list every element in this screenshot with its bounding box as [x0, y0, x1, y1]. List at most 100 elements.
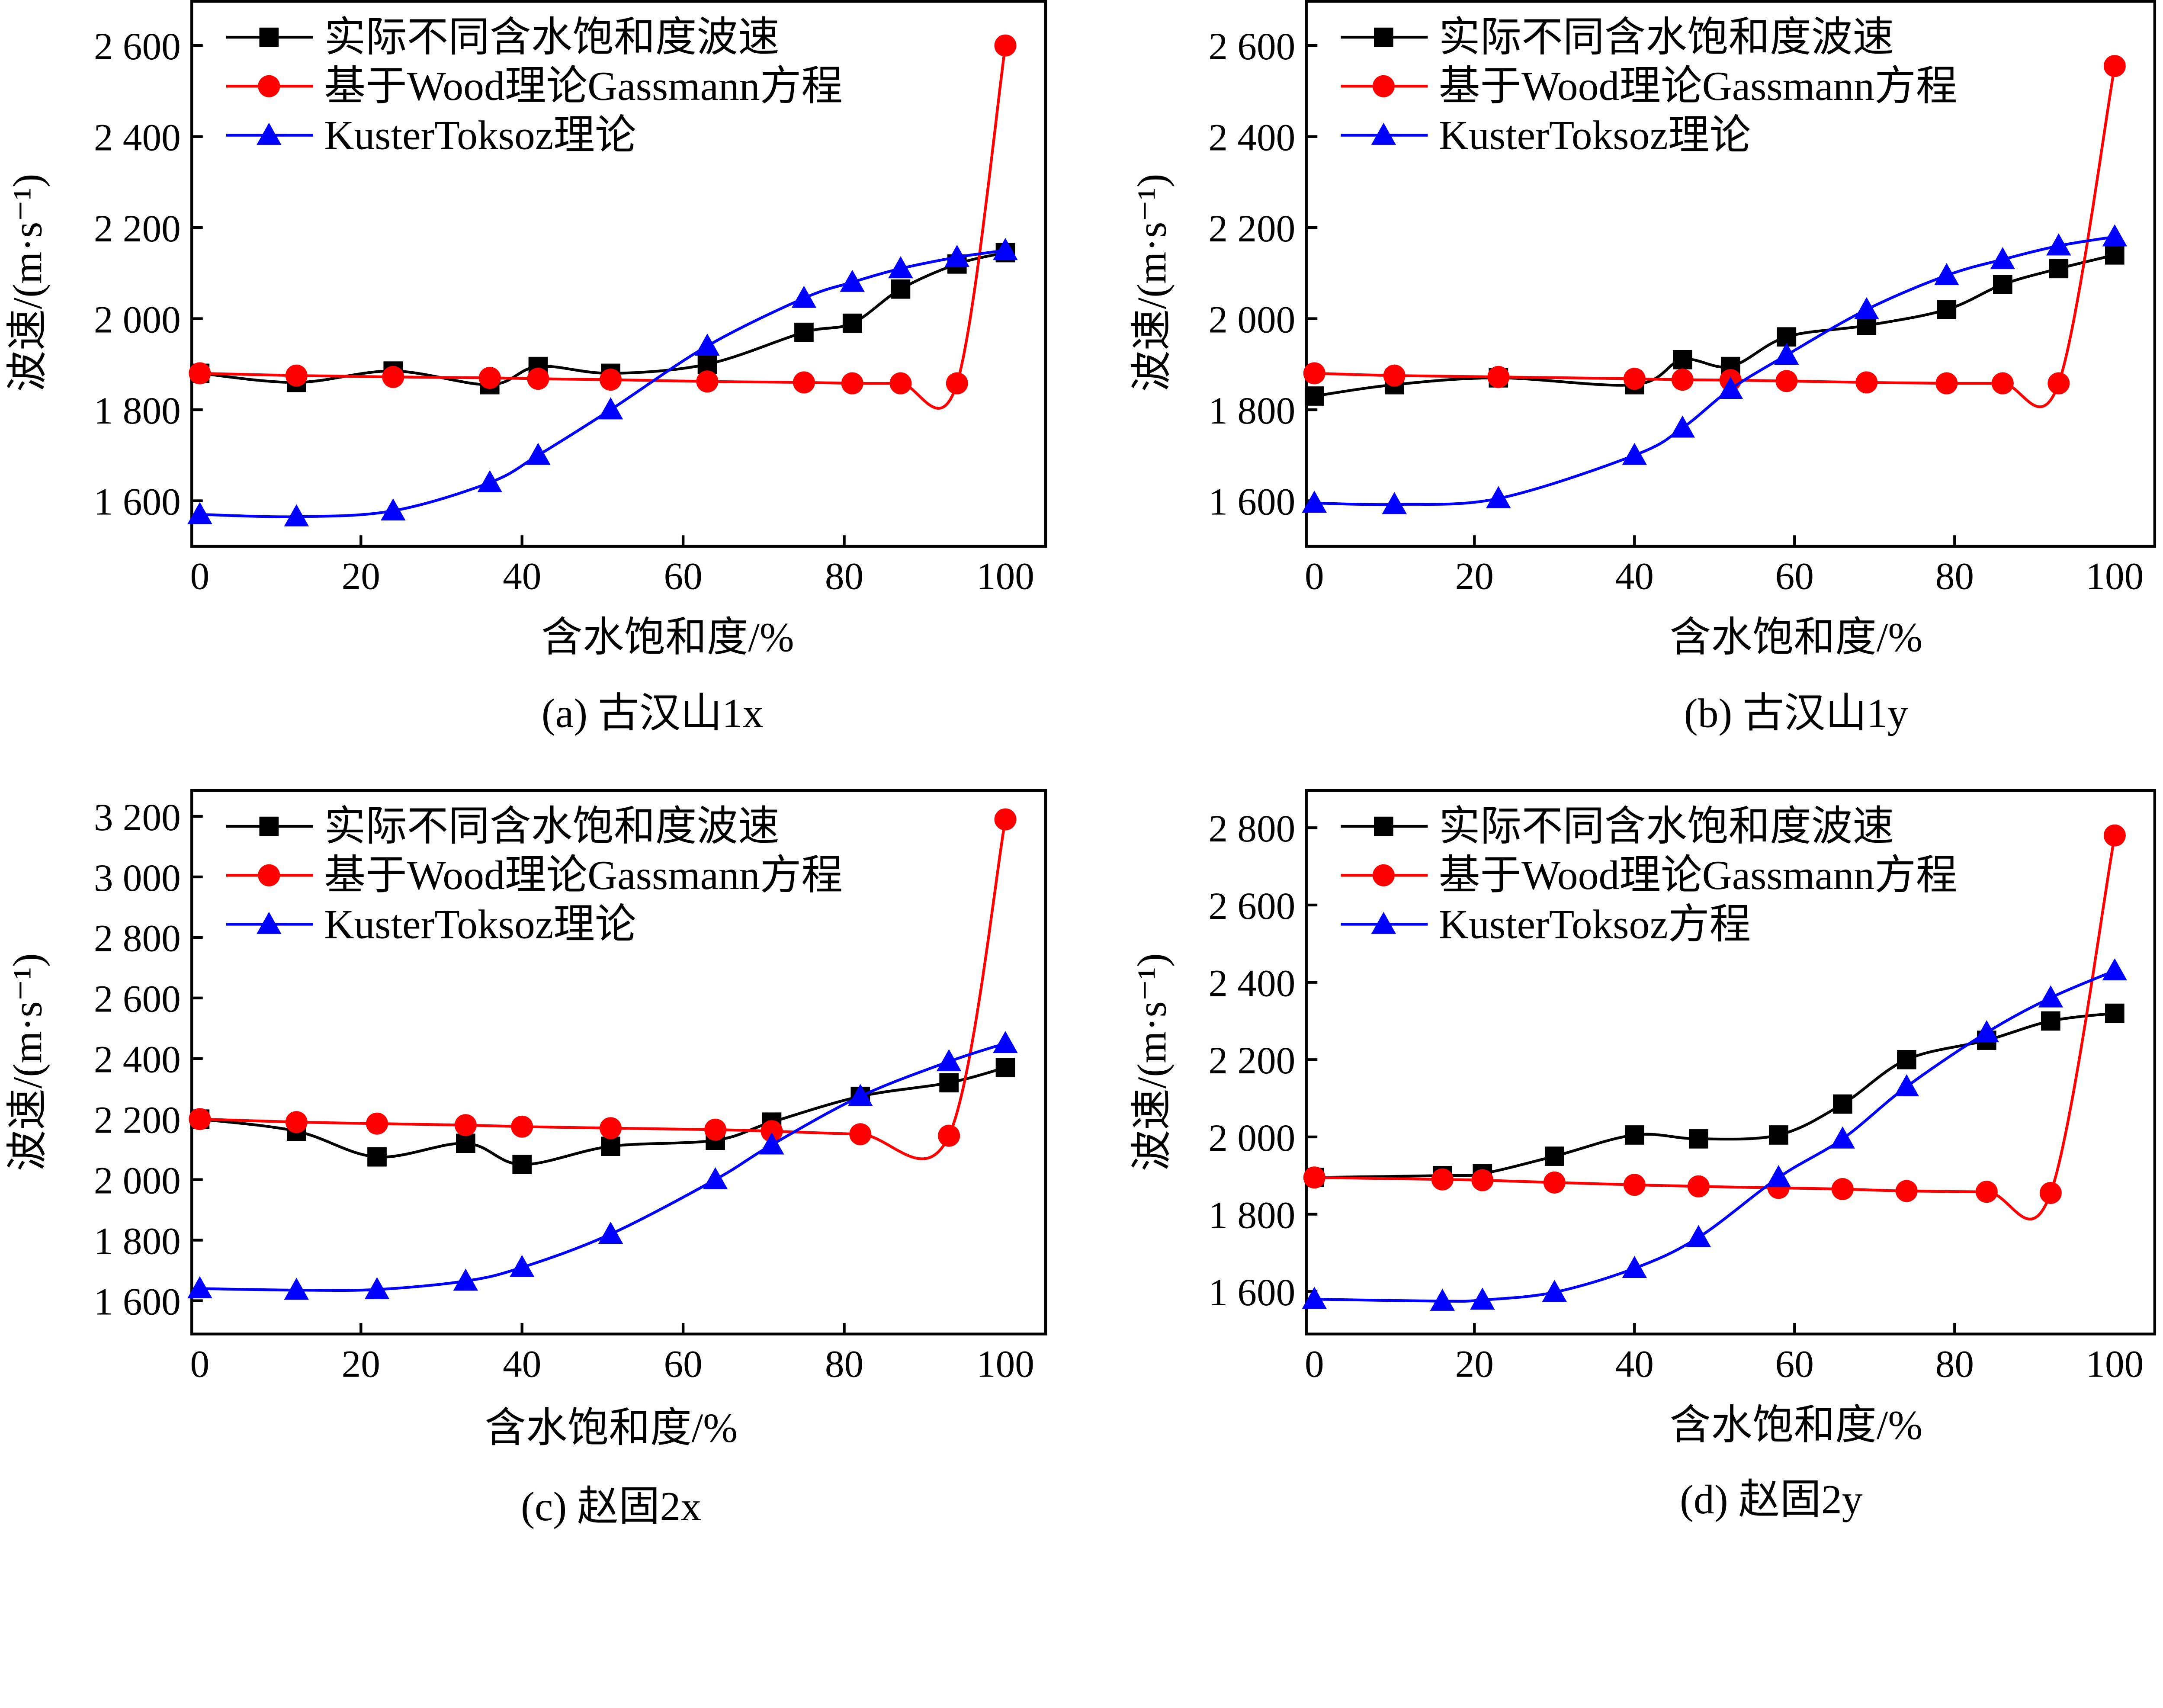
data-point-square	[1768, 1125, 1788, 1145]
data-point-square	[1544, 1146, 1564, 1166]
x-tick-label: 20	[342, 1342, 380, 1385]
data-point-circle	[1671, 369, 1694, 391]
y-tick-label: 2 000	[1208, 298, 1295, 341]
data-point-circle	[761, 1120, 783, 1143]
data-point-circle	[2039, 1181, 2062, 1204]
data-point-triangle	[695, 334, 720, 356]
data-point-circle	[2103, 55, 2126, 77]
legend-label: KusterToksoz理论	[1439, 112, 1751, 158]
y-tick-label: 2 600	[1208, 25, 1295, 68]
legend-label: 实际不同含水饱和度波速	[324, 14, 779, 60]
x-tick-label: 60	[664, 1342, 702, 1385]
data-point-triangle	[1830, 1126, 1855, 1149]
legend-label: KusterToksoz理论	[324, 112, 636, 158]
data-point-circle	[1935, 372, 1958, 395]
data-point-triangle	[1302, 491, 1327, 513]
y-tick-label: 3 200	[94, 796, 181, 839]
legend-label: KusterToksoz理论	[324, 901, 636, 947]
data-point-circle	[527, 367, 549, 390]
data-point-circle	[1991, 372, 2014, 395]
y-tick-label: 1 800	[94, 1220, 181, 1263]
y-tick-label: 2 000	[1208, 1117, 1295, 1159]
data-point-circle	[454, 1114, 477, 1137]
x-tick-label: 20	[342, 555, 380, 598]
data-point-square	[1688, 1129, 1708, 1149]
x-axis-label: 含水饱和度/%	[1670, 614, 1923, 660]
x-tick-label: 80	[1935, 555, 1974, 598]
y-tick-label: 2 200	[94, 1099, 181, 1142]
panel-c: (c) 赵固2x 含水饱和度/% 波速/(m·s⁻¹) 0 20 40 60 80 100…	[5, 789, 1047, 1529]
legend-label: 实际不同含水饱和度波速	[324, 803, 779, 849]
data-point-circle	[366, 1112, 388, 1135]
data-point-circle	[994, 34, 1017, 57]
y-tick-label: 2 600	[94, 978, 181, 1021]
y-tick-label: 2 800	[94, 917, 181, 960]
y-tick-label: 1 800	[1208, 389, 1295, 432]
data-point-triangle	[1470, 1287, 1495, 1310]
data-point-circle	[1383, 364, 1406, 387]
x-tick-label: 80	[825, 1342, 863, 1385]
data-point-triangle	[257, 912, 282, 934]
data-point-circle	[382, 366, 404, 388]
data-point-circle	[189, 362, 211, 385]
legend-label: 基于Wood理论Gassmann方程	[1439, 63, 1958, 109]
data-point-circle	[285, 364, 308, 387]
data-point-square	[1897, 1050, 1916, 1069]
data-point-square	[1624, 1125, 1644, 1145]
data-point-circle	[600, 369, 622, 391]
y-axis-label: 波速/(m·s⁻¹)	[5, 953, 51, 1171]
data-point-circle	[1975, 1181, 1998, 1203]
x-tick-label: 100	[976, 555, 1034, 598]
data-point-triangle	[936, 1049, 962, 1072]
data-point-circle	[938, 1124, 960, 1147]
x-tick-label: 80	[825, 555, 863, 598]
x-tick-label: 80	[1935, 1342, 1974, 1385]
data-point-circle	[285, 1111, 308, 1133]
data-point-triangle	[2038, 985, 2064, 1008]
y-tick-label: 3 000	[94, 857, 181, 899]
data-point-circle	[1831, 1178, 1854, 1201]
data-point-circle	[696, 370, 719, 393]
data-point-circle	[1372, 864, 1395, 886]
data-point-square	[995, 1058, 1015, 1078]
y-tick-label: 2 000	[94, 1159, 181, 1202]
y-tick-label: 2 200	[94, 207, 181, 250]
data-point-triangle	[1974, 1020, 1999, 1043]
series-line	[199, 1042, 1006, 1292]
x-tick-label: 20	[1455, 555, 1494, 598]
x-tick-label: 40	[1615, 1342, 1654, 1385]
y-tick-label: 1 800	[94, 389, 181, 432]
data-point-triangle	[1854, 297, 1879, 319]
x-tick-label: 40	[503, 555, 541, 598]
y-axis-label: 波速/(m·s⁻¹)	[1129, 174, 1175, 392]
figure: (a) 古汉山1x 含水饱和度/% 波速/(m·s⁻¹) 0 20 40 60 80 10…	[5, 0, 2157, 1529]
panel-caption: (b) 古汉山1y	[1684, 690, 1908, 736]
data-point-triangle	[284, 1278, 309, 1300]
plot-frame	[190, 789, 1047, 1336]
x-axis-label: 含水饱和度/%	[541, 614, 794, 660]
y-tick-label: 2 200	[1208, 1039, 1295, 1082]
data-point-square	[259, 27, 279, 47]
data-point-triangle	[1934, 263, 1959, 285]
data-point-triangle	[1486, 486, 1511, 508]
x-tick-label: 0	[190, 1342, 210, 1385]
x-tick-label: 100	[976, 1342, 1034, 1385]
data-point-circle	[511, 1115, 533, 1138]
data-point-circle	[1372, 75, 1395, 97]
x-tick-label: 0	[1305, 555, 1324, 598]
legend-label: 基于Wood理论Gassmann方程	[324, 852, 843, 898]
data-point-triangle	[1670, 415, 1695, 438]
data-point-triangle	[888, 256, 913, 279]
x-tick-label: 100	[2086, 1342, 2144, 1385]
data-point-square	[1832, 1094, 1852, 1114]
data-point-square	[367, 1147, 387, 1167]
data-point-circle	[478, 366, 501, 389]
data-point-triangle	[364, 1277, 390, 1299]
y-tick-label: 2 800	[1208, 807, 1295, 850]
data-point-circle	[841, 372, 863, 395]
data-point-triangle	[993, 238, 1018, 260]
data-point-square	[842, 313, 862, 333]
plot-frame	[1305, 789, 2157, 1336]
y-tick-label: 2 000	[94, 298, 181, 341]
y-tick-label: 1 600	[94, 1280, 181, 1323]
